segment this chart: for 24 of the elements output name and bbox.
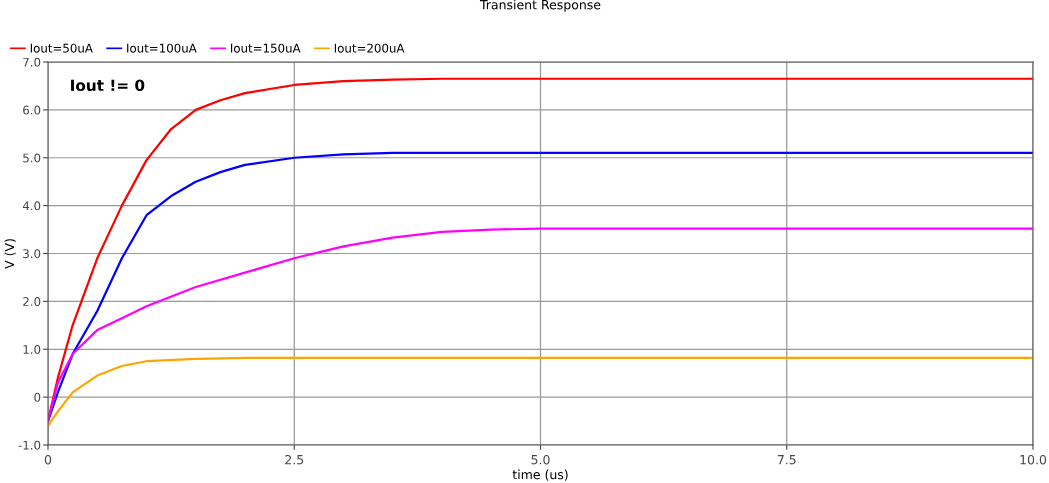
legend-label: Iout=50uA [30,43,93,53]
line-series [48,227,1033,423]
x-tick-label: 5.0 [531,454,550,465]
x-axis-title: time (us) [512,469,568,481]
chart-title: Transient Response [479,0,601,12]
legend-label: Iout=150uA [231,43,301,53]
line-series [48,356,1033,427]
x-tick-label: 2.5 [285,454,304,465]
x-tick-label: 10.0 [1020,454,1047,465]
legend-label: Iout=200uA [334,43,405,53]
y-tick-label: -1.0 [18,440,41,450]
x-tick-label: 0 [44,454,52,465]
y-tick-label: 6.0 [23,105,41,115]
y-tick-label: 0 [34,392,41,402]
y-tick-label: 1.0 [23,344,41,354]
legend-label: Iout=100uA [127,43,197,53]
y-tick-label: 5.0 [23,153,41,163]
y-tick-label: 7.0 [23,57,41,67]
y-tick-label: 4.0 [22,201,41,211]
y-tick-label: 3.0 [23,249,41,259]
annotation: Iout != 0 [71,79,145,92]
y-tick-label: 2.0 [23,297,41,307]
x-tick-label: 7.5 [777,455,796,465]
y-axis-title: V (V) [4,239,16,269]
